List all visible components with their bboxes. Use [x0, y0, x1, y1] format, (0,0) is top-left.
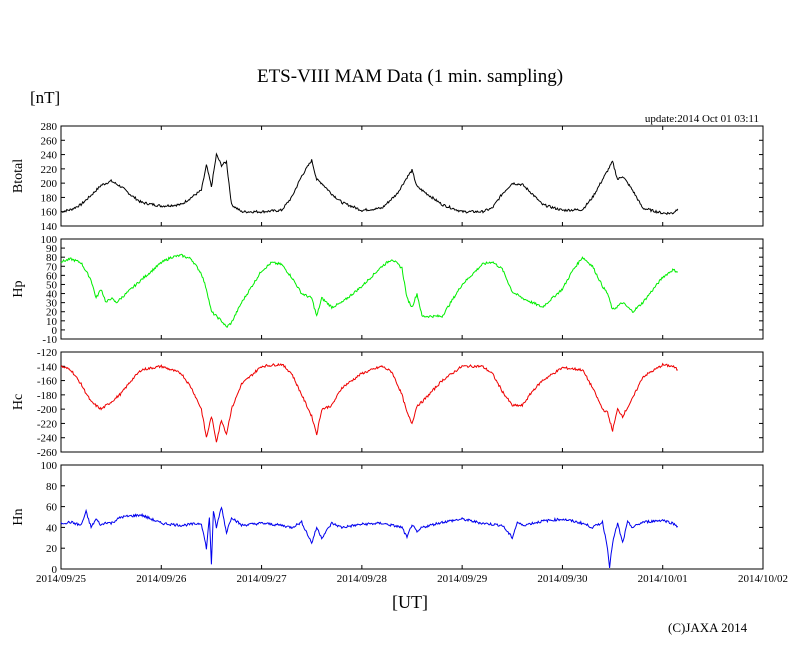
y-tick-label: 20 [46, 543, 58, 555]
x-tick-label: 2014/10/02 [738, 573, 788, 585]
y-tick-label: 100 [41, 460, 58, 472]
y-tick-label: 240 [41, 150, 58, 162]
y-axis-label-hp: Hp [11, 280, 26, 297]
x-tick-label: 2014/10/01 [638, 573, 688, 585]
y-axis-label-btotal: Btotal [11, 159, 26, 193]
y-tick-label: 70 [46, 261, 58, 273]
x-tick-label: 2014/09/27 [237, 573, 288, 585]
y-tick-label: 30 [46, 298, 58, 310]
y-tick-label: -10 [42, 334, 57, 346]
y-tick-label: 60 [46, 502, 58, 514]
y-tick-label: 90 [46, 243, 58, 255]
y-tick-label: 180 [41, 192, 58, 204]
series-line-hc [60, 362, 678, 443]
y-tick-label: 40 [46, 522, 58, 534]
series-line-btotal [60, 152, 679, 216]
y-tick-label: 160 [41, 207, 58, 219]
y-tick-label: -140 [37, 361, 58, 373]
y-tick-label: 50 [46, 279, 58, 291]
y-tick-label: 100 [41, 234, 58, 246]
y-tick-label: -260 [37, 447, 58, 459]
y-tick-label: 10 [46, 316, 58, 328]
panel-frame-hn [60, 464, 764, 570]
y-tick-label: -180 [37, 390, 58, 402]
y-axis-label-hc: Hc [11, 394, 26, 410]
y-tick-label: -220 [37, 418, 58, 430]
y-tick-label: 20 [46, 307, 58, 319]
chart-title: ETS-VIII MAM Data (1 min. sampling) [256, 66, 564, 87]
copyright-credit: (C)JAXA 2014 [668, 620, 748, 635]
y-tick-label: 0 [52, 564, 58, 576]
y-axis-label-hn: Hn [11, 508, 26, 525]
series-line-hn [60, 506, 679, 569]
y-tick-label: 40 [46, 289, 58, 301]
x-tick-label: 2014/09/29 [437, 573, 488, 585]
y-tick-label: -120 [37, 347, 58, 359]
y-tick-label: 80 [46, 252, 58, 264]
panel-frame-hp [60, 238, 764, 340]
x-tick-label: 2014/09/25 [36, 573, 87, 585]
y-tick-label: 0 [52, 325, 58, 337]
y-tick-label: 80 [46, 481, 58, 493]
y-tick-label: 140 [41, 221, 58, 233]
y-tick-label: -200 [37, 404, 58, 416]
y-tick-label: -160 [37, 376, 58, 388]
unit-label: [nT] [30, 88, 61, 107]
y-tick-label: 220 [41, 164, 58, 176]
y-tick-label: 260 [41, 135, 58, 147]
panel-frame-btotal [60, 125, 764, 227]
y-tick-label: 200 [41, 178, 58, 190]
panel-frame-hc [60, 351, 764, 453]
y-tick-label: -240 [37, 433, 58, 445]
x-axis-unit-label: [UT] [392, 592, 428, 612]
x-tick-label: 2014/09/30 [537, 573, 588, 585]
series-line-hp [60, 253, 679, 328]
update-timestamp: update:2014 Oct 01 03:11 [644, 113, 759, 125]
x-tick-label: 2014/09/28 [337, 573, 388, 585]
y-tick-label: 60 [46, 270, 58, 282]
x-tick-label: 2014/09/26 [136, 573, 187, 585]
y-tick-label: 280 [41, 121, 58, 133]
